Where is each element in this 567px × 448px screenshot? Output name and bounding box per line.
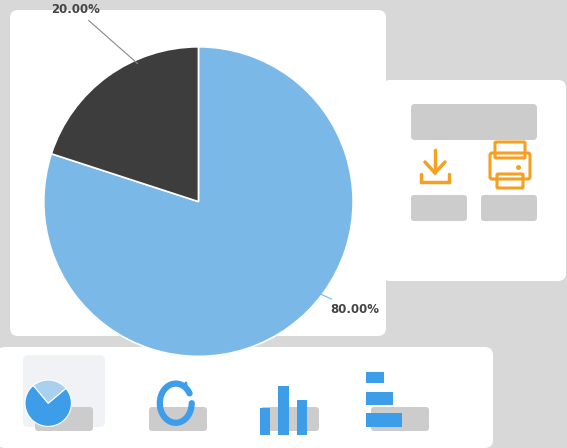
Bar [366,392,393,405]
FancyBboxPatch shape [10,10,386,336]
FancyBboxPatch shape [23,355,105,427]
FancyBboxPatch shape [149,407,207,431]
FancyBboxPatch shape [371,407,429,431]
FancyBboxPatch shape [0,347,493,448]
Wedge shape [44,47,353,356]
Text: 20.00%: 20.00% [52,3,138,64]
Bar [260,408,270,435]
Bar [366,414,402,427]
Wedge shape [25,385,71,426]
Bar [278,386,289,435]
Bar [366,370,384,383]
Bar [297,400,307,435]
FancyBboxPatch shape [261,407,319,431]
FancyBboxPatch shape [35,407,93,431]
Text: 80.00%: 80.00% [297,283,379,316]
Wedge shape [52,47,198,202]
FancyBboxPatch shape [382,80,566,281]
FancyBboxPatch shape [481,195,537,221]
Wedge shape [33,380,66,403]
FancyBboxPatch shape [411,195,467,221]
FancyBboxPatch shape [411,104,537,140]
